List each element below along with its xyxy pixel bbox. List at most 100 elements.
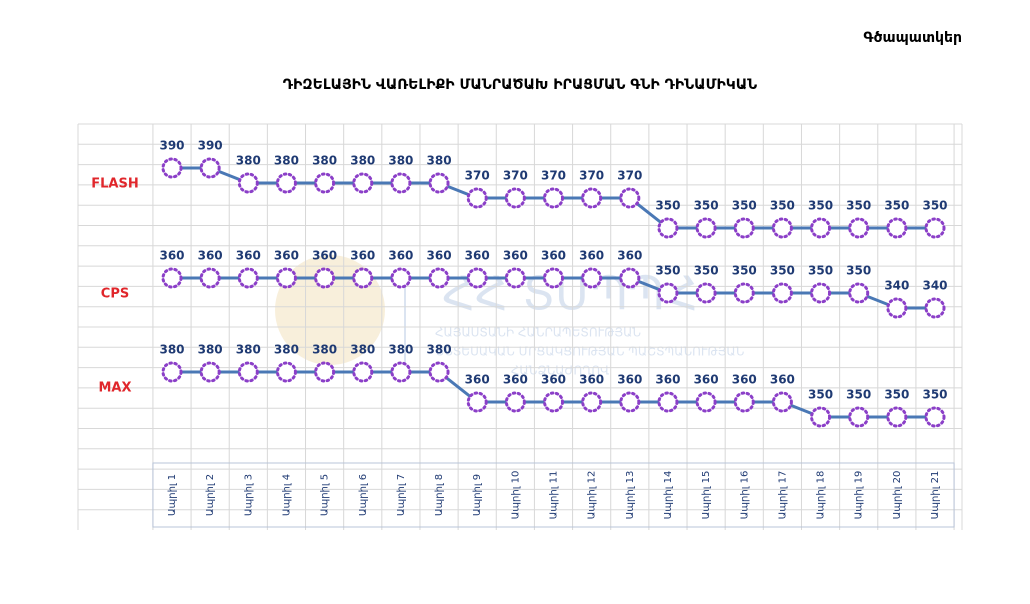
marker (848, 406, 870, 428)
value-label: 360 (159, 249, 184, 263)
marker (619, 267, 641, 289)
x-tick-label: Ապրիլ 1 (167, 474, 178, 516)
value-label: 360 (312, 249, 337, 263)
marker (466, 267, 488, 289)
marker (810, 406, 832, 428)
marker (275, 172, 297, 194)
marker (504, 391, 526, 413)
marker (619, 391, 641, 413)
value-label: 340 (884, 279, 909, 293)
x-tick-label: Ապրիլ 21 (930, 471, 941, 520)
value-label: 350 (808, 388, 833, 402)
value-label: 370 (579, 169, 604, 183)
x-tick-label: Ապրիլ 11 (549, 471, 560, 520)
marker (924, 406, 946, 428)
marker (428, 172, 450, 194)
marker (275, 361, 297, 383)
value-label: 380 (350, 343, 375, 357)
header: Գծապատկեր (863, 30, 962, 46)
marker (733, 217, 755, 239)
value-label: 380 (236, 343, 261, 357)
marker (504, 267, 526, 289)
value-label: 380 (350, 154, 375, 168)
value-label: 350 (922, 199, 947, 213)
marker (352, 361, 374, 383)
value-label: 380 (312, 343, 337, 357)
value-label: 350 (808, 264, 833, 278)
value-label: 350 (922, 388, 947, 402)
marker (390, 172, 412, 194)
marker (237, 172, 259, 194)
value-label: 350 (655, 199, 680, 213)
value-label: 360 (579, 373, 604, 387)
value-label: 380 (198, 343, 223, 357)
x-tick-label: Ապրիլ 15 (701, 471, 712, 520)
watermark: ՀՀ ՏՄՊՊՀ ՀԱՅԱՍՏԱՆԻ ՀԱՆՐԱՊԵՏՈՒԹՅԱՆ ՏՆՏԵՍԱ… (275, 255, 745, 378)
marker (771, 391, 793, 413)
watermark-line: ՏՆՏԵՍԱԿԱՆ ՄՐՑԱԿՑՈՒԹՅԱՆ ՊԱՇՏՊԱՆՈՒԹՅԱՆ (436, 345, 745, 359)
marker (237, 267, 259, 289)
value-label: 350 (846, 388, 871, 402)
category-box (152, 462, 955, 528)
marker (504, 187, 526, 209)
x-tick-label: Ապրիլ 13 (625, 471, 636, 520)
value-label: 360 (198, 249, 223, 263)
marker (581, 187, 603, 209)
marker (390, 361, 412, 383)
marker (428, 267, 450, 289)
x-tick-label: Ապրիլ 2 (205, 474, 216, 516)
value-label: 350 (770, 199, 795, 213)
marker (314, 361, 336, 383)
marker (886, 217, 908, 239)
chart-title: ԴԻԶԵԼԱՅԻՆ ՎԱՌԵԼԻՔԻ ՄԱՆՐԱԾԱԽ ԻՐԱՑՄԱՆ ԳՆԻ … (283, 77, 757, 93)
value-label: 390 (198, 139, 223, 153)
x-tick-label: Ապրիլ 5 (320, 474, 331, 516)
x-tick-label: Ապրիլ 4 (281, 474, 292, 516)
value-label: 350 (884, 199, 909, 213)
value-label: 380 (312, 154, 337, 168)
value-label: 340 (922, 279, 947, 293)
marker (886, 406, 908, 428)
x-tick-label: Ապրիլ 8 (434, 474, 445, 516)
x-tick-label: Ապրիլ 19 (854, 471, 865, 520)
x-tick-label: Ապրիլ 7 (396, 474, 407, 516)
marker (314, 267, 336, 289)
marker (657, 391, 679, 413)
marker (428, 361, 450, 383)
value-label: 360 (274, 249, 299, 263)
marker (466, 187, 488, 209)
x-tick-label: Ապրիլ 16 (739, 471, 750, 520)
value-label: 350 (808, 199, 833, 213)
value-label: 370 (541, 169, 566, 183)
value-label: 360 (541, 249, 566, 263)
value-label: 350 (884, 388, 909, 402)
marker (695, 217, 717, 239)
x-tick-label: Ապրիլ 12 (587, 471, 598, 520)
value-label: 360 (732, 373, 757, 387)
value-label: 380 (159, 343, 184, 357)
marker (771, 282, 793, 304)
value-label: 380 (388, 154, 413, 168)
value-label: 360 (465, 249, 490, 263)
x-tick-label: Ապրիլ 18 (816, 471, 827, 520)
value-label: 350 (655, 264, 680, 278)
marker (543, 267, 564, 289)
marker (848, 217, 870, 239)
marker (161, 361, 183, 383)
value-label: 350 (694, 264, 719, 278)
marker (619, 187, 641, 209)
value-label: 360 (694, 373, 719, 387)
x-tick-label: Ապրիլ 6 (358, 474, 369, 516)
series-name: MAX (98, 381, 131, 396)
marker (657, 282, 679, 304)
marker (848, 282, 870, 304)
value-label: 350 (846, 199, 871, 213)
value-label: 350 (846, 264, 871, 278)
value-label: 360 (388, 249, 413, 263)
marker (886, 297, 908, 319)
value-label: 380 (427, 343, 452, 357)
value-label: 360 (770, 373, 795, 387)
marker (695, 391, 717, 413)
marker (695, 282, 717, 304)
marker (352, 172, 374, 194)
